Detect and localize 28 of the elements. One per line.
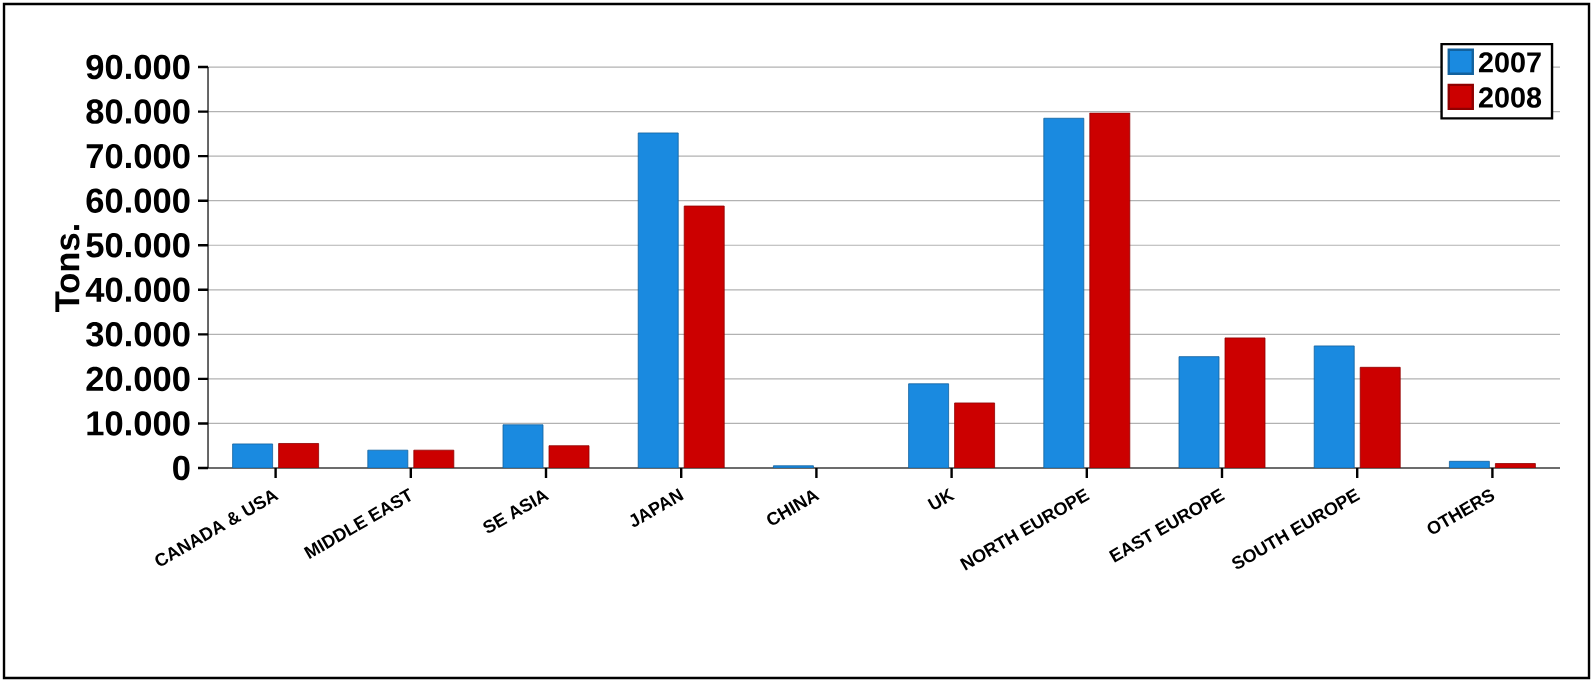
bar <box>637 132 679 468</box>
bar <box>1313 345 1355 468</box>
y-tick-label: 90.000 <box>86 54 190 80</box>
y-tick-label: 10.000 <box>87 411 190 436</box>
bar <box>502 424 544 468</box>
y-tick-label: 70.000 <box>86 143 190 169</box>
y-tick-label: 0 <box>173 455 190 481</box>
bar <box>1178 356 1220 468</box>
x-tick-label: SE ASIA <box>483 490 550 533</box>
y-axis-title: Tons. <box>55 225 80 312</box>
bar <box>1043 117 1085 468</box>
legend-label: 2007 <box>1478 52 1541 73</box>
bar <box>278 443 320 468</box>
x-tick-label: UK <box>927 487 956 510</box>
bar <box>954 402 996 468</box>
y-tick-label: 40.000 <box>85 277 190 303</box>
bar <box>908 383 950 468</box>
bar <box>683 205 725 468</box>
bar <box>1089 112 1131 468</box>
y-tick-label: 80.000 <box>86 99 190 124</box>
bar <box>1224 337 1266 468</box>
bar <box>548 445 590 468</box>
y-tick-label: 30.000 <box>86 322 190 347</box>
y-tick-label: 20.000 <box>86 366 190 392</box>
y-tick-label: 50.000 <box>86 233 190 258</box>
y-tick-label: 60.000 <box>86 188 190 213</box>
bar <box>1359 366 1401 468</box>
legend-label: 2008 <box>1478 87 1542 108</box>
